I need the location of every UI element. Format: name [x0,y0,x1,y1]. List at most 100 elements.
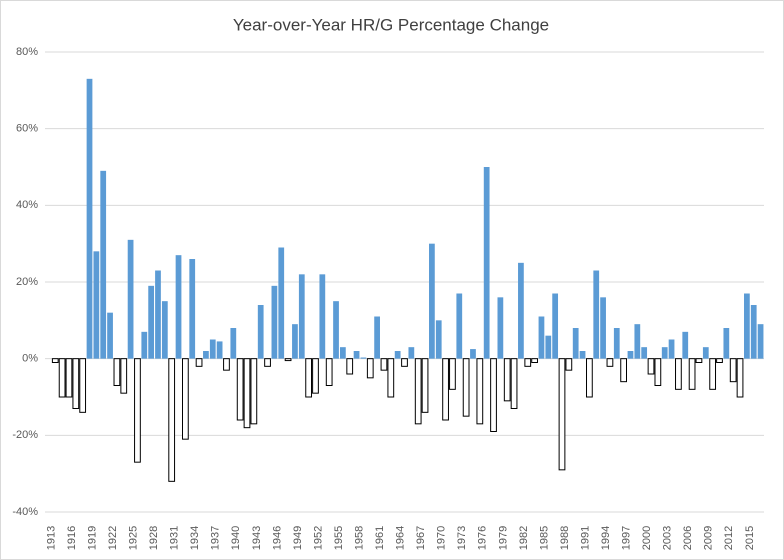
bar [709,358,717,390]
bar [366,358,374,379]
bar [155,270,161,359]
x-tick-label: 2009 [703,526,715,550]
bar [325,358,333,386]
x-tick-label: 1955 [333,526,345,550]
bar [456,293,463,359]
x-tick-label: 1922 [107,526,119,550]
bar [401,358,408,367]
x-tick-label: 2006 [682,526,694,550]
x-tick-label: 1991 [579,526,591,550]
bar [757,324,764,359]
bar [503,358,511,402]
x-tick-label: 1928 [148,526,160,550]
x-tick-label: 1985 [538,526,550,550]
bar [209,339,216,359]
bar [278,247,285,359]
bar [442,358,449,421]
bar [319,274,326,359]
bar [346,358,354,375]
bar [93,251,100,359]
x-tick-label: 1946 [271,526,283,550]
bar [236,358,244,421]
bar [264,358,271,367]
bar [744,293,750,359]
bar [312,358,319,394]
bar [72,358,80,409]
bar [134,358,141,463]
bar [284,358,292,362]
bar [682,331,689,359]
bar [203,351,209,359]
x-tick-label: 1988 [559,526,571,550]
bar [531,358,538,363]
bar [394,351,401,359]
bar [51,358,59,363]
x-tick-label: 1973 [456,526,468,550]
bar [586,358,593,398]
bar [695,358,703,363]
x-tick-label: 2012 [723,526,735,550]
x-tick-label: 1937 [210,526,222,550]
bar [627,351,634,359]
bar [606,358,614,367]
x-tick-label: 1970 [436,526,448,550]
bar [292,324,298,359]
bar [613,328,620,359]
bar [374,316,380,359]
bar [305,358,313,398]
bar [620,358,627,383]
x-tick-label: 1982 [518,526,530,550]
bar [65,358,73,398]
y-tick-label: -20% [12,429,38,441]
bar [518,262,524,359]
x-tick-label: 1967 [415,526,427,550]
bar [298,274,305,359]
bar [750,305,757,359]
x-tick-label: 1997 [621,526,633,550]
bar [688,358,696,390]
bar [195,358,203,367]
bar [141,331,148,359]
bar [257,305,264,359]
bar [470,349,476,359]
bar [414,358,422,425]
bar [729,358,737,383]
bar [100,170,107,359]
bar [538,316,545,359]
bar [380,358,388,371]
y-tick-label: 40% [16,199,38,211]
bar [79,358,87,413]
x-tick-label: 1958 [353,526,365,550]
bar [333,301,339,359]
bar [339,347,346,359]
bar [271,285,278,359]
x-tick-label: 1919 [86,526,98,550]
bar [161,301,168,359]
x-tick-label: 2015 [744,526,756,550]
y-tick-label: 60% [16,123,38,135]
bar [360,357,367,359]
bar [490,358,497,432]
y-tick-label: -40% [12,506,38,518]
bar [661,347,668,359]
bar [593,270,600,359]
bar [675,358,682,390]
bar [168,358,176,482]
bar [387,358,395,398]
bar [353,351,360,359]
x-tick-label: 1916 [66,526,78,550]
bar [565,358,573,371]
bar [736,358,744,398]
bar [600,297,606,359]
y-tick-label: 20% [16,276,38,288]
bar [243,358,251,429]
x-tick-label: 1925 [128,526,140,550]
x-tick-label: 1934 [189,526,201,550]
x-tick-label: 1961 [374,526,386,550]
bar [716,358,723,363]
bar [668,339,675,359]
bar [647,358,655,375]
y-tick-label: 80% [16,46,38,58]
bar [189,259,196,359]
